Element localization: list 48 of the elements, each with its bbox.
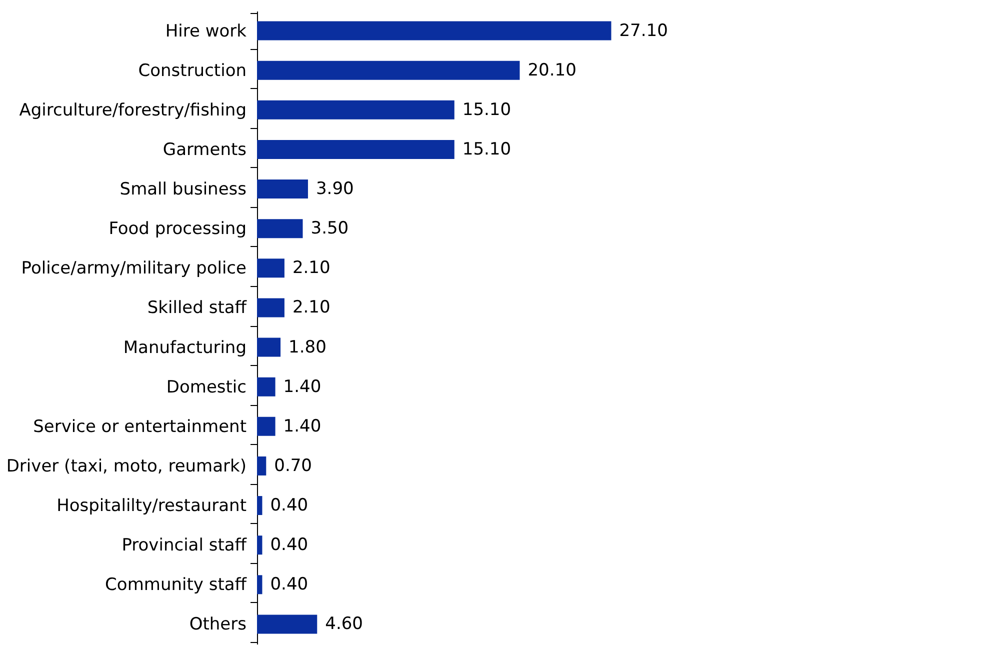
y-tick-label: Police/army/military police bbox=[21, 258, 246, 279]
y-tick-label: Domestic bbox=[166, 377, 246, 398]
bar bbox=[257, 219, 303, 238]
data-label: 1.40 bbox=[283, 416, 322, 436]
data-label: 2.10 bbox=[292, 298, 330, 318]
data-label: 15.10 bbox=[462, 100, 512, 120]
y-tick-label: Community staff bbox=[105, 575, 248, 596]
y-tick-label: Food processing bbox=[108, 219, 246, 240]
bar bbox=[257, 100, 454, 120]
data-label: 3.50 bbox=[310, 218, 349, 239]
y-tick-label: Others bbox=[189, 614, 247, 635]
bar bbox=[257, 614, 318, 634]
bar bbox=[257, 456, 266, 476]
bar bbox=[257, 575, 262, 594]
data-label: 1.80 bbox=[288, 337, 326, 358]
bar bbox=[257, 60, 520, 80]
data-label: 0.70 bbox=[274, 456, 312, 476]
bar bbox=[257, 536, 262, 555]
bar bbox=[257, 338, 281, 357]
bar bbox=[257, 377, 276, 396]
bar bbox=[257, 180, 308, 199]
data-label: 1.40 bbox=[283, 376, 322, 397]
y-tick-label: Service or entertainment bbox=[33, 416, 247, 437]
data-label: 0.40 bbox=[270, 535, 308, 556]
bar bbox=[257, 496, 262, 516]
data-label: 0.40 bbox=[270, 574, 308, 595]
y-tick-label: Skilled staff bbox=[147, 298, 248, 318]
bar bbox=[257, 416, 276, 436]
data-label: 0.40 bbox=[270, 496, 308, 516]
y-tick-label: Garments bbox=[162, 140, 247, 160]
y-tick-label: Construction bbox=[138, 60, 246, 81]
data-label: 20.10 bbox=[528, 60, 576, 80]
y-tick-label: Hospitalilty/restaurant bbox=[56, 496, 247, 516]
y-tick-label: Driver (taxi, moto, reumark) bbox=[6, 456, 246, 476]
bar bbox=[257, 298, 284, 318]
data-label: 2.10 bbox=[292, 258, 330, 278]
bar bbox=[257, 258, 284, 278]
y-tick-label: Agirculture/forestry/fishing bbox=[19, 100, 246, 120]
data-label: 27.10 bbox=[619, 20, 668, 41]
y-tick-label: Small business bbox=[120, 180, 247, 200]
y-tick-label: Hire work bbox=[165, 21, 247, 42]
data-label: 3.90 bbox=[316, 179, 354, 200]
data-label: 15.10 bbox=[462, 139, 512, 160]
bar bbox=[257, 21, 612, 40]
y-tick-label: Manufacturing bbox=[123, 338, 246, 358]
data-label: 4.60 bbox=[325, 614, 363, 634]
y-tick-label: Provincial staff bbox=[122, 536, 248, 556]
bar bbox=[257, 140, 454, 159]
